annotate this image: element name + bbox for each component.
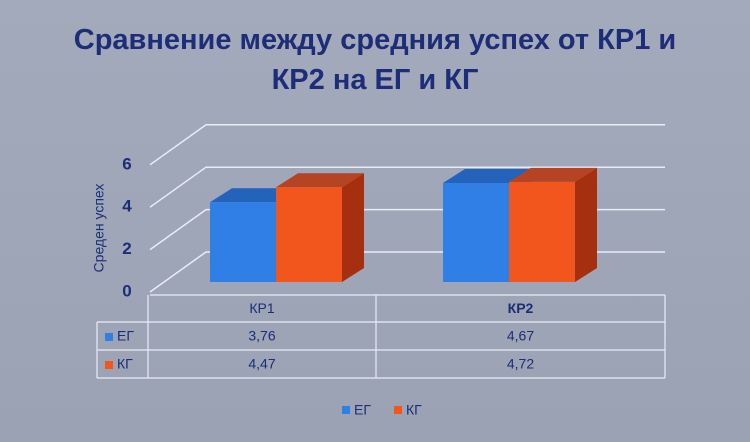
table-cell: 4,72 bbox=[507, 356, 534, 372]
grid-line bbox=[149, 166, 665, 208]
table-key bbox=[105, 333, 113, 341]
y-tick-label: 4 bbox=[122, 197, 132, 216]
table-cell: 3,76 bbox=[248, 328, 275, 344]
y-axis-label: Среден успех bbox=[91, 184, 107, 273]
bar-side bbox=[342, 173, 364, 282]
bar bbox=[210, 202, 276, 282]
y-tick-label: 6 bbox=[122, 154, 131, 173]
legend-key bbox=[394, 406, 402, 414]
y-tick-label: 2 bbox=[122, 239, 131, 258]
bar bbox=[509, 181, 575, 282]
table-key bbox=[105, 361, 113, 369]
table-row-label: КГ bbox=[117, 356, 133, 372]
bar-top-shade bbox=[509, 167, 597, 182]
table-header: КР2 bbox=[508, 300, 534, 316]
bar-top-shade bbox=[276, 173, 364, 188]
bar-side-shade bbox=[575, 167, 597, 282]
bar-top bbox=[443, 168, 531, 183]
table-header: КР1 bbox=[249, 300, 274, 316]
legend-label: КГ bbox=[406, 402, 422, 418]
legend-label: ЕГ bbox=[354, 402, 371, 418]
bar-top-shade bbox=[443, 168, 531, 183]
table-cell: 4,47 bbox=[248, 356, 275, 372]
legend-key bbox=[342, 406, 350, 414]
bar bbox=[276, 187, 342, 282]
table-row-label: ЕГ bbox=[117, 328, 134, 344]
bar-top bbox=[276, 173, 364, 188]
bar-side-shade bbox=[342, 173, 364, 282]
chart-title: Сравнение между средния успех от КР1 и К… bbox=[73, 24, 677, 96]
grid-line bbox=[149, 124, 665, 166]
bar bbox=[443, 182, 509, 282]
y-tick-label: 0 bbox=[122, 281, 131, 300]
table-cell: 4,67 bbox=[507, 328, 534, 344]
bar-side bbox=[575, 167, 597, 282]
bar-top bbox=[509, 167, 597, 182]
